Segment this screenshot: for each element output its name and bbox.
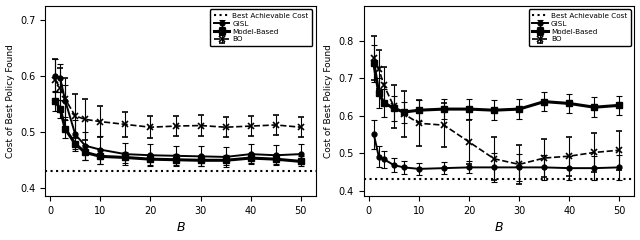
Y-axis label: Cost of Best Policy Found: Cost of Best Policy Found (6, 44, 15, 158)
X-axis label: B: B (176, 222, 185, 234)
Best Achievable Cost (370, 178, 378, 181)
Legend: Best Achievable Cost, GISL, Model-Based, BO: Best Achievable Cost, GISL, Model-Based,… (529, 9, 631, 46)
Best Achievable Cost (365, 178, 372, 181)
Best Achievable Cost (46, 169, 54, 172)
Y-axis label: Cost of Best Policy Found: Cost of Best Policy Found (324, 44, 333, 158)
Best Achievable Cost (51, 169, 59, 172)
Legend: Best Achievable Cost, GISL, Model-Based, BO: Best Achievable Cost, GISL, Model-Based,… (210, 9, 312, 46)
X-axis label: B: B (495, 222, 504, 234)
